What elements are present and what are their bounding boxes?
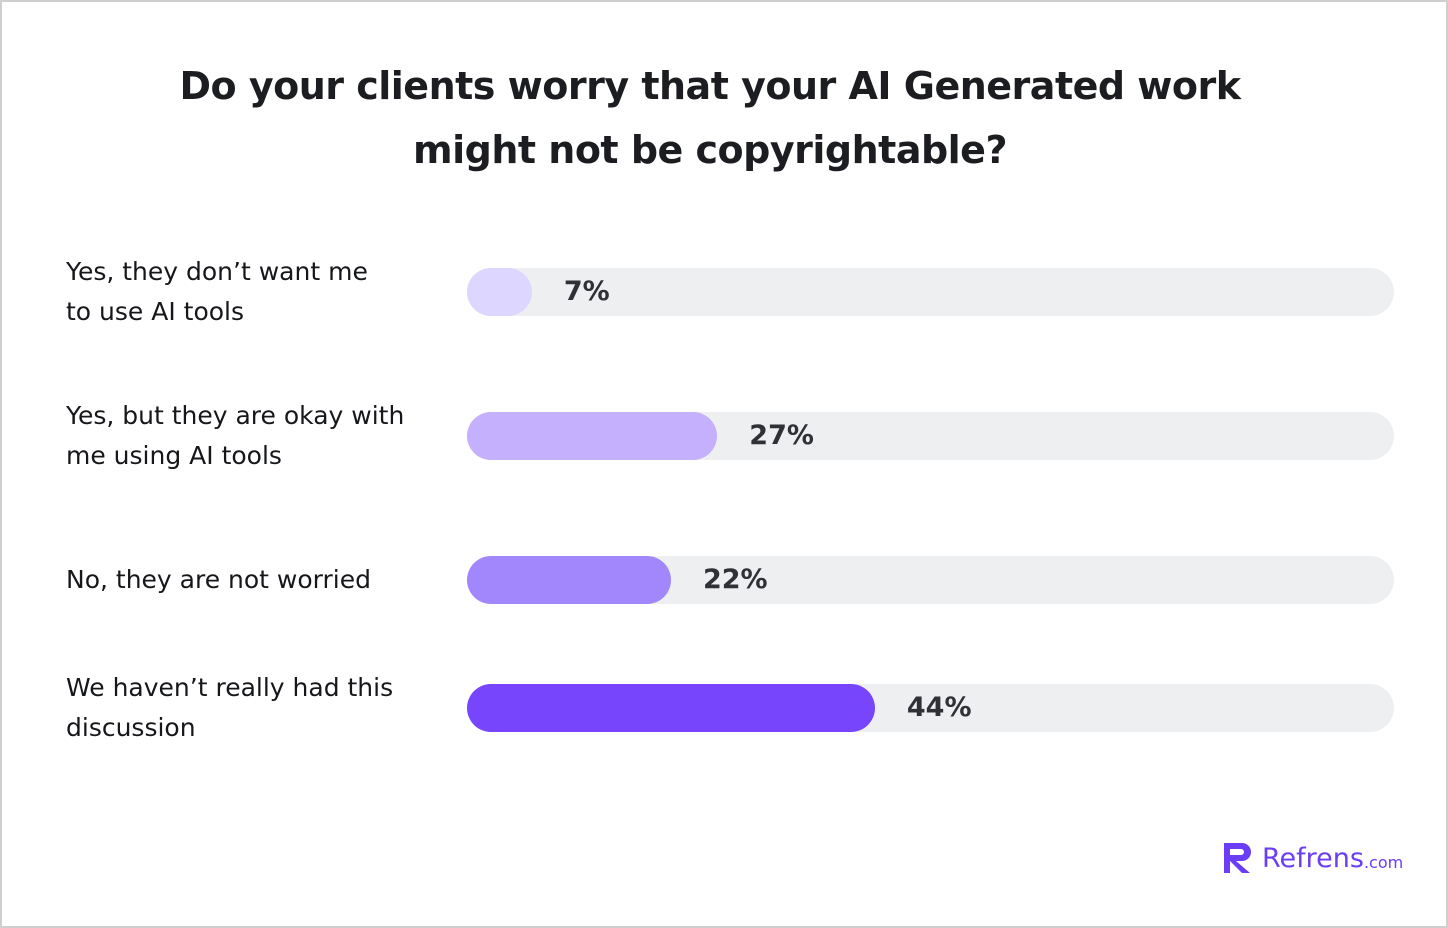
value-label: 22% xyxy=(702,564,768,595)
bar-track xyxy=(467,268,1394,316)
bar xyxy=(467,684,875,732)
category-label: Yes, but they are okay with me using AI … xyxy=(66,401,405,470)
bar-track xyxy=(467,412,1394,460)
logo-name: Refrens xyxy=(1262,842,1364,874)
logo: Refrens .com xyxy=(1222,838,1403,878)
logo-icon xyxy=(1224,843,1251,873)
category-label: We haven’t really had this discussion xyxy=(66,673,394,742)
category-label: Yes, they don’t want me to use AI tools xyxy=(66,257,368,326)
value-label: 27% xyxy=(749,420,814,451)
category-label: No, they are not worried xyxy=(66,565,371,594)
bar xyxy=(467,268,532,316)
logo-suffix: .com xyxy=(1363,852,1404,872)
bar-track xyxy=(467,556,1394,604)
value-label: 44% xyxy=(906,692,972,723)
value-label: 7% xyxy=(563,276,610,307)
bar xyxy=(467,412,718,460)
bar xyxy=(467,556,671,604)
bar-track xyxy=(467,684,1394,732)
chart-title: Do your clients worry that your AI Gener… xyxy=(179,64,1241,172)
